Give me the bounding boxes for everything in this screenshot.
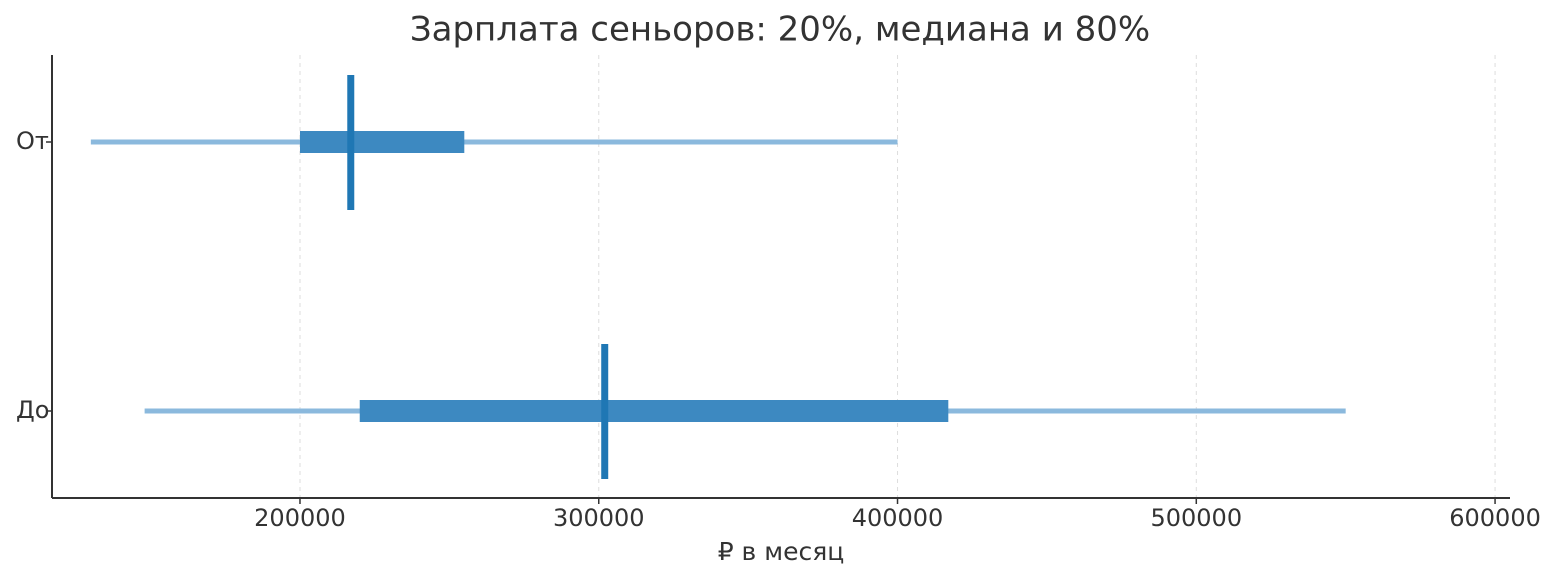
x-tick-label: 400000: [852, 504, 944, 532]
x-tick-label: 600000: [1449, 504, 1541, 532]
y-tick-label: До: [16, 396, 49, 424]
percentile-box: [359, 400, 949, 422]
x-tick-label: 500000: [1150, 504, 1242, 532]
percentile-box: [299, 131, 465, 153]
chart-title: Зарплата сеньоров: 20%, медиана и 80%: [410, 10, 1150, 50]
x-tick-label: 200000: [254, 504, 346, 532]
y-tick-label: От: [16, 127, 49, 155]
x-axis-label: ₽ в месяц: [718, 537, 845, 566]
x-tick-label: 300000: [553, 504, 645, 532]
